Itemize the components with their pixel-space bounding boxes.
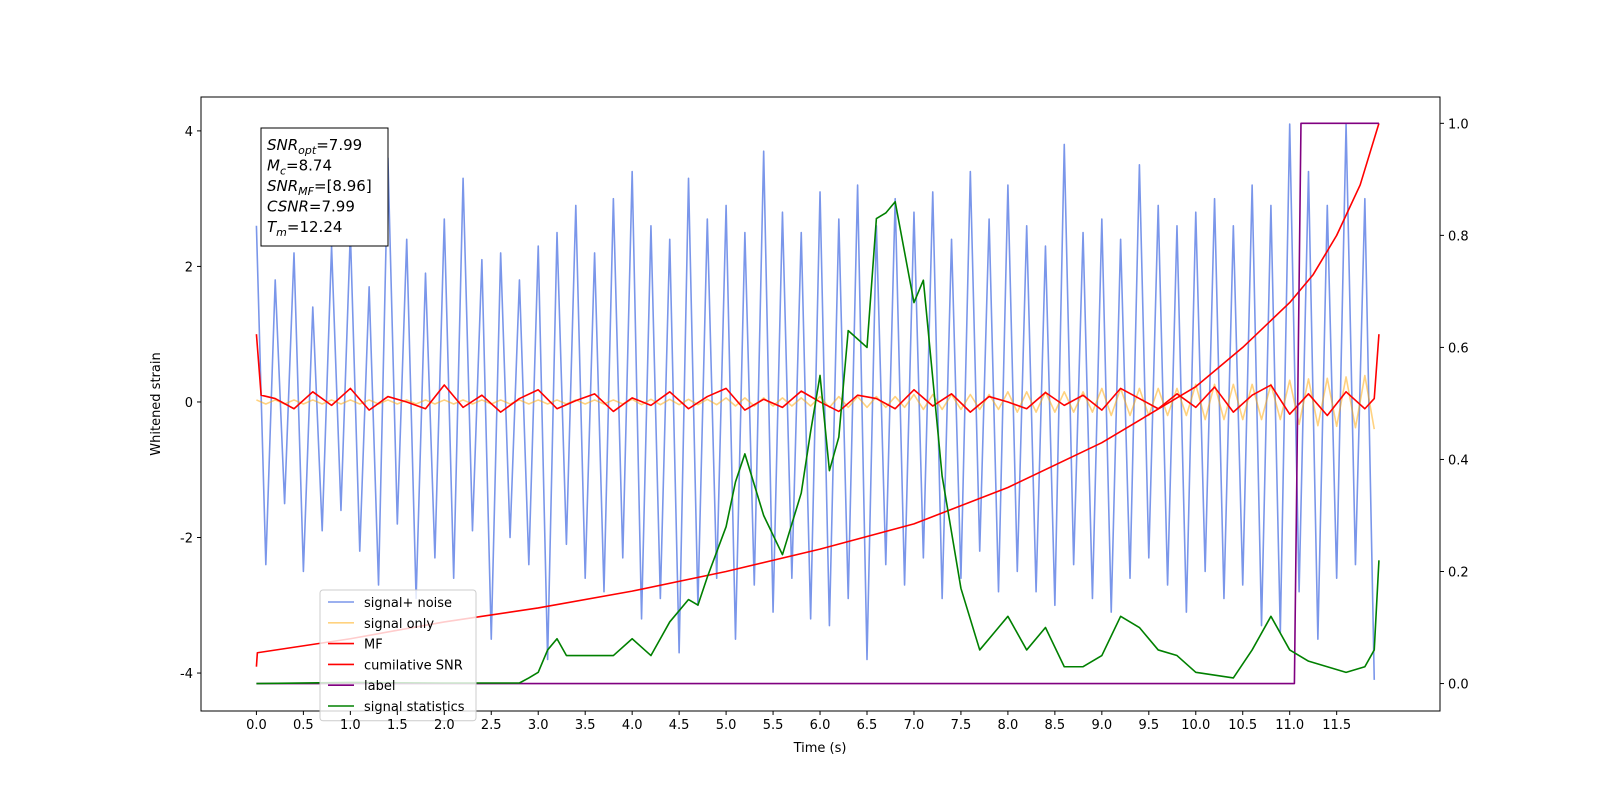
annotation-text: SNRMF=[8.96] — [267, 177, 372, 198]
legend-frame — [319, 589, 477, 722]
x-tick-label: 11.5 — [1322, 718, 1351, 733]
legend-label: label — [364, 679, 395, 694]
x-tick-label: 5.0 — [716, 718, 737, 733]
x-tick-label: 3.5 — [575, 718, 596, 733]
annotation-sub: c — [280, 165, 286, 178]
x-tick-label: 10.0 — [1181, 718, 1210, 733]
annotation-text: SNRopt=7.99 — [267, 136, 362, 157]
annotation-main: SNR — [267, 177, 298, 195]
annotation-frame — [260, 127, 389, 247]
legend-label: MF — [364, 638, 383, 653]
x-tick-label: 6.0 — [810, 718, 831, 733]
y-tick-label: -4 — [180, 667, 193, 682]
y-axis-label: Whitened strain — [149, 352, 164, 455]
annotation-text: Mc=8.74 — [267, 157, 332, 178]
series-line — [256, 200, 1380, 685]
x-tick-label: 9.0 — [1091, 718, 1112, 733]
x-tick-label: 8.5 — [1045, 718, 1066, 733]
legend-label: signal+ noise — [364, 596, 452, 611]
y2-tick-label: 0.4 — [1448, 453, 1469, 468]
x-tick-label: 1.5 — [387, 718, 408, 733]
x-tick-label: 8.0 — [998, 718, 1019, 733]
x-tick-label: 2.0 — [434, 718, 455, 733]
legend-label: signal statistics — [364, 700, 465, 715]
annotation-box: SNRopt=7.99Mc=8.74SNRMF=[8.96]CSNR=7.99T… — [260, 127, 389, 247]
x-tick-label: 9.5 — [1138, 718, 1159, 733]
annotation-sub: m — [276, 226, 287, 239]
y2-tick-label: 0.8 — [1448, 229, 1469, 244]
series-line — [255, 334, 1380, 417]
x-axis-label: Time (s) — [793, 741, 847, 756]
legend: signal+ noise signal only MF cumilative SNR… — [319, 589, 477, 722]
annotation-rest: =[8.96] — [314, 177, 372, 195]
y-tick-label: 0 — [185, 396, 193, 411]
legend-label: cumilative SNR — [364, 658, 463, 673]
x-tick-label: 7.5 — [951, 718, 972, 733]
x-tick-label: 2.5 — [481, 718, 502, 733]
annotation-main: T — [267, 218, 278, 236]
legend-label: signal only — [364, 617, 434, 632]
y-tick-label: 2 — [185, 260, 193, 275]
annotation-sub: opt — [298, 144, 317, 157]
series-line — [256, 122, 1379, 685]
annotation-sub: MF — [298, 185, 314, 198]
annotation-rest: =12.24 — [287, 218, 343, 236]
annotation-main: SNR — [267, 136, 298, 154]
annotation-main: M — [267, 157, 280, 175]
y-tick-label: 4 — [185, 125, 193, 140]
x-tick-label: 0.5 — [293, 718, 314, 733]
y-tick-label: -2 — [180, 532, 193, 547]
annotation-main: CSNR — [267, 198, 309, 216]
annotation-rest: =7.99 — [316, 136, 362, 154]
x-tick-label: 4.5 — [669, 718, 690, 733]
x-tick-label: 4.0 — [622, 718, 643, 733]
annotation-text: CSNR=7.99 — [267, 198, 355, 216]
y2-tick-label: 0.0 — [1448, 678, 1469, 693]
x-tick-label: 0.0 — [246, 718, 267, 733]
annotation-text: Tm=12.24 — [267, 218, 342, 239]
x-tick-label: 5.5 — [763, 718, 784, 733]
y2-tick-label: 0.6 — [1448, 341, 1469, 356]
y2-tick-label: 1.0 — [1448, 117, 1469, 132]
annotation-rest: =7.99 — [309, 198, 355, 216]
x-tick-label: 3.0 — [528, 718, 549, 733]
x-tick-label: 6.5 — [857, 718, 878, 733]
y2-tick-label: 0.2 — [1448, 566, 1469, 581]
x-tick-label: 11.0 — [1275, 718, 1304, 733]
annotation-rest: =8.74 — [286, 157, 332, 175]
x-tick-label: 10.5 — [1228, 718, 1257, 733]
x-tick-label: 1.0 — [340, 718, 361, 733]
x-tick-label: 7.0 — [904, 718, 925, 733]
